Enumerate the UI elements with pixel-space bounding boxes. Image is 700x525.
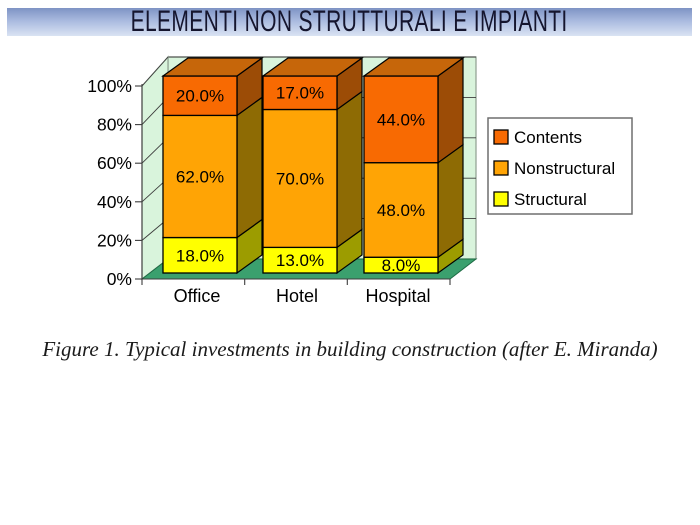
- y-tick-label: 100%: [87, 76, 132, 96]
- category-label: Hospital: [365, 286, 430, 306]
- legend-label-contents: Contents: [514, 128, 582, 147]
- y-tick-label: 40%: [97, 192, 132, 212]
- bar-hotel-contents-front: [262, 75, 338, 111]
- gridline-left-wall: [141, 56, 169, 87]
- legend-label-structural: Structural: [514, 190, 587, 209]
- bar-hotel-structural-front: [262, 246, 338, 274]
- y-tick-label: 20%: [97, 230, 132, 250]
- legend-swatch-structural: [493, 191, 509, 207]
- legend-swatch-nonstructural: [493, 160, 509, 176]
- bar-office-structural-front: [162, 236, 238, 274]
- bar-segment-label: 70.0%: [276, 169, 324, 188]
- category-label: Hotel: [276, 286, 318, 306]
- bar-hotel-nonstructural-front: [262, 108, 338, 249]
- category-label: Office: [174, 286, 221, 306]
- bar-hospital-nonstructural-front: [363, 162, 439, 258]
- bar-segment-label: 13.0%: [276, 251, 324, 270]
- bar-hospital-nonstructural-side: [437, 143, 464, 259]
- y-tick-label: 0%: [107, 269, 132, 289]
- legend-label-nonstructural: Nonstructural: [514, 159, 615, 178]
- bar-hospital-contents-front: [363, 75, 439, 164]
- bar-hospital-top: [362, 57, 465, 77]
- figure-caption: Figure 1. Typical investments in buildin…: [42, 337, 658, 361]
- bar-hotel-nonstructural-side: [336, 90, 363, 249]
- bar-segment-label: 20.0%: [176, 87, 224, 106]
- bar-segment-label: 18.0%: [176, 246, 224, 265]
- title-bar: ELEMENTI NON STRUTTURALI E IMPIANTI: [7, 5, 692, 38]
- bar-segment-label: 17.0%: [276, 84, 324, 103]
- bar-segment-label: 62.0%: [176, 167, 224, 186]
- slide-title: ELEMENTI NON STRUTTURALI E IMPIANTI: [131, 5, 568, 38]
- bar-office-contents-front: [162, 75, 238, 117]
- bar-office-nonstructural-front: [162, 114, 238, 239]
- legend-swatch-contents: [493, 129, 509, 145]
- bar-segment-label: 48.0%: [377, 201, 425, 220]
- bar-office-nonstructural-side: [236, 96, 263, 239]
- y-tick-label: 60%: [97, 153, 132, 173]
- y-tick-label: 80%: [97, 115, 132, 135]
- bar-office-top: [161, 57, 264, 77]
- bar-segment-label: 8.0%: [382, 256, 421, 275]
- bar-segment-label: 44.0%: [377, 110, 425, 129]
- legend-box: [487, 117, 633, 215]
- bar-hotel-top: [261, 57, 364, 77]
